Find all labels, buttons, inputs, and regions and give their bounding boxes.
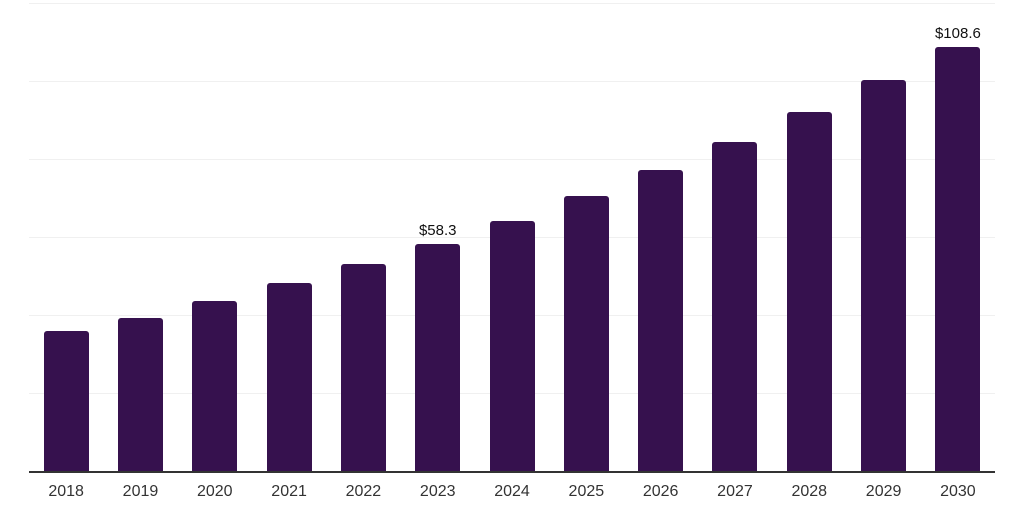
plot-area: $58.3 $108.6: [29, 2, 995, 473]
bar-2028: [786, 111, 832, 471]
x-tick-2018: 2018: [48, 483, 84, 500]
bar-2020: [192, 300, 238, 471]
value-label-2030: $108.6: [934, 25, 981, 43]
bar-2025: [563, 195, 609, 471]
x-tick-2022: 2022: [345, 483, 382, 500]
bar-2021: [266, 283, 312, 471]
x-tick-2019: 2019: [122, 483, 159, 500]
bar-2024: [489, 220, 535, 471]
x-tick-2023: 2023: [419, 483, 456, 500]
bar-slot-2028: [772, 3, 846, 471]
bar-slot-2018: [29, 3, 103, 471]
bar-slot-2020: [178, 3, 252, 471]
value-label-2023: $58.3: [418, 221, 457, 239]
x-axis-line: [29, 471, 995, 473]
bar-slot-2022: [326, 3, 400, 471]
bar-slot-2030: $108.6: [921, 3, 995, 471]
bar-2019: [117, 317, 163, 471]
bar-slot-2021: [252, 3, 326, 471]
gridline-100: [29, 80, 995, 82]
x-tick-2029: 2029: [865, 483, 902, 500]
bar-slot-2029: [846, 3, 920, 471]
x-tick-2025: 2025: [568, 483, 605, 500]
gridline-80: [29, 158, 995, 160]
bar-2022: [340, 264, 386, 471]
gridline-120: [29, 2, 995, 4]
bar-2018: [43, 330, 89, 471]
bar-2027: [712, 141, 758, 471]
bar-slot-2026: [624, 3, 698, 471]
bar-slot-2024: [475, 3, 549, 471]
x-tick-2028: 2028: [791, 483, 828, 500]
x-tick-2024: 2024: [494, 483, 530, 500]
bar-slot-2025: [549, 3, 623, 471]
bar-2026: [638, 169, 684, 471]
bar-2029: [861, 80, 907, 471]
bar-slot-2019: [103, 3, 177, 471]
x-tick-2027: 2027: [717, 483, 753, 500]
bars-container: $58.3 $108.6: [29, 3, 995, 471]
x-tick-2026: 2026: [642, 483, 679, 500]
bar-2023: [415, 243, 461, 471]
bar-2030: [935, 47, 981, 471]
bar-slot-2027: [698, 3, 772, 471]
x-tick-2020: 2020: [196, 483, 233, 500]
bar-slot-2023: $58.3: [401, 3, 475, 471]
x-tick-2030: 2030: [940, 483, 976, 500]
x-axis-labels: 2018 2019 2020 2021 2022 2023 2024 2025 2026 2027…: [29, 482, 995, 502]
x-tick-2021: 2021: [271, 483, 307, 500]
